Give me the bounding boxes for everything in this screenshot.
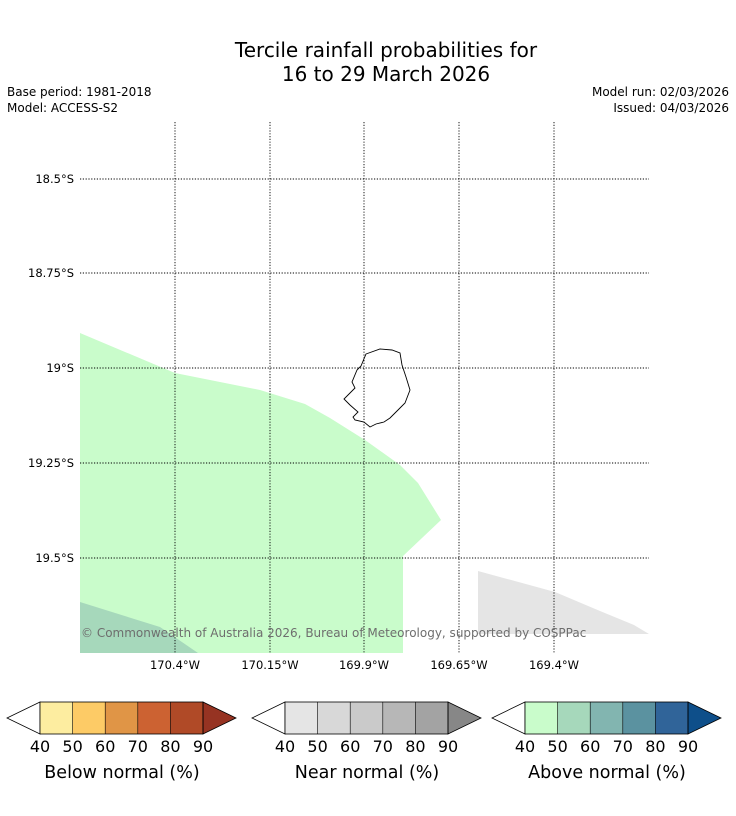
legend-swatch: [317, 702, 351, 734]
legend-tick: 50: [62, 737, 82, 756]
lon-label: 169.65°W: [430, 658, 487, 672]
lon-label: 170.4°W: [150, 658, 200, 672]
map-title: Tercile rainfall probabilities for 16 to…: [0, 38, 736, 86]
legend-swatch: [350, 702, 383, 734]
legend-arrow-high: [687, 701, 722, 735]
legend-tick: 60: [340, 737, 360, 756]
legend-tick: 60: [580, 737, 600, 756]
base-period: Base period: 1981-2018: [7, 85, 152, 99]
legend-swatch: [655, 702, 688, 734]
legend-arrow-high: [447, 701, 482, 735]
title-line-2: 16 to 29 March 2026: [281, 62, 491, 86]
region-above-normal-40-50: [80, 333, 441, 653]
legend-tick: 80: [405, 737, 425, 756]
model-run: Model run: 02/03/2026: [591, 85, 729, 99]
lon-label: 169.4°W: [529, 658, 579, 672]
legend-tick: 60: [95, 737, 115, 756]
legend-tick: 70: [128, 737, 148, 756]
legend-arrow-high: [202, 701, 237, 735]
legend-below-normal: 40 50 60 70 80 90 Below normal (%): [6, 701, 237, 783]
map-panel: 18.5°S 18.75°S 19°S 19.25°S 19.5°S 170.4…: [28, 122, 649, 672]
legend-tick: 50: [307, 737, 327, 756]
legend-title: Below normal (%): [44, 763, 199, 783]
title-line-1: Tercile rainfall probabilities for: [234, 38, 538, 62]
legend-tick: 40: [275, 737, 295, 756]
legend-arrow-low: [251, 701, 286, 735]
legend-tick: 80: [645, 737, 665, 756]
legend-swatch: [170, 702, 203, 734]
legend-title: Above normal (%): [528, 763, 686, 783]
legend-swatch: [382, 702, 416, 734]
legend-tick: 90: [193, 737, 213, 756]
legend-swatch: [557, 702, 591, 734]
island-outline: [343, 348, 411, 428]
legend-swatch: [590, 702, 623, 734]
legend-above-normal: 40 50 60 70 80 90 Above normal (%): [491, 701, 722, 783]
legend-swatch: [105, 702, 138, 734]
lat-label: 19.25°S: [28, 456, 74, 470]
legend-tick: 70: [373, 737, 393, 756]
lon-label: 169.9°W: [339, 658, 389, 672]
legend-swatch: [137, 702, 171, 734]
region-near-normal-40-50: [478, 571, 649, 634]
legend-arrow-low: [6, 701, 41, 735]
legend-swatch: [622, 702, 656, 734]
legend-swatch: [525, 702, 558, 734]
legend-swatch: [40, 702, 73, 734]
lat-label: 18.75°S: [28, 266, 74, 280]
legend-swatch: [285, 702, 318, 734]
legend-arrow-low: [491, 701, 526, 735]
legend-tick: 90: [678, 737, 698, 756]
legend-swatch: [415, 702, 448, 734]
copyright-notice: © Commonwealth of Australia 2026, Bureau…: [81, 626, 586, 640]
legend-tick: 40: [515, 737, 535, 756]
issued-date: Issued: 04/03/2026: [613, 101, 729, 115]
legend-tick: 90: [438, 737, 458, 756]
legend-tick: 70: [613, 737, 633, 756]
lat-label: 19°S: [46, 361, 74, 375]
legend-tick: 80: [160, 737, 180, 756]
legend-title: Near normal (%): [295, 763, 440, 783]
lon-label: 170.15°W: [241, 658, 298, 672]
region-above-normal-50-60: [80, 602, 198, 653]
model-name: Model: ACCESS-S2: [7, 101, 119, 115]
lat-label: 18.5°S: [35, 172, 74, 186]
gridlines: [80, 122, 649, 653]
legend-near-normal: 40 50 60 70 80 90 Near normal (%): [251, 701, 482, 783]
legend-swatch: [72, 702, 106, 734]
legend-tick: 50: [547, 737, 567, 756]
meta-right: Model run: 02/03/2026 Issued: 04/03/2026: [592, 84, 729, 116]
lat-label: 19.5°S: [35, 551, 74, 565]
meta-left: Base period: 1981-2018 Model: ACCESS-S2: [7, 84, 152, 116]
legend-tick: 40: [30, 737, 50, 756]
